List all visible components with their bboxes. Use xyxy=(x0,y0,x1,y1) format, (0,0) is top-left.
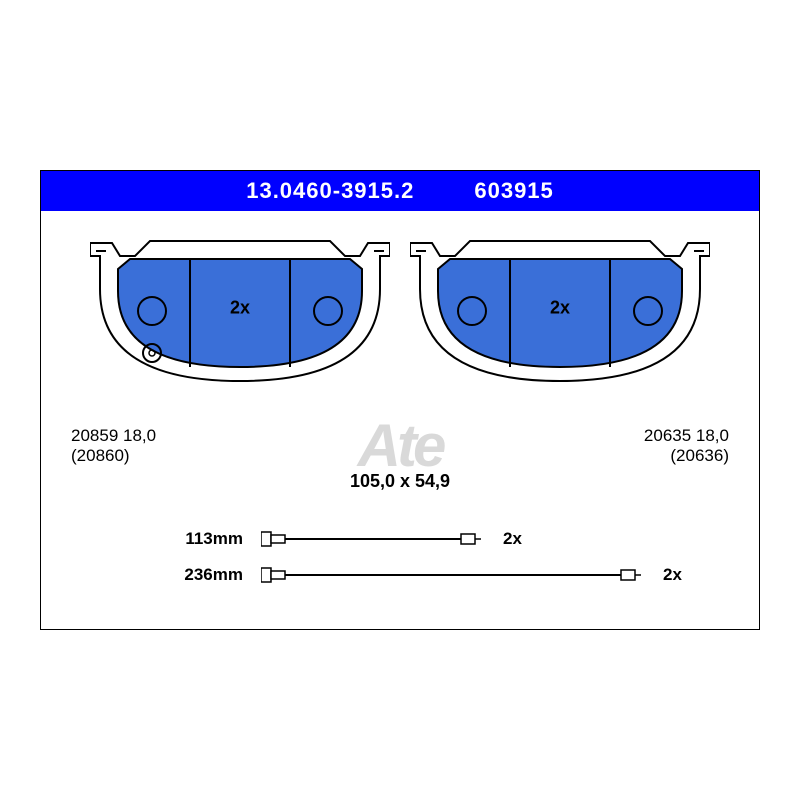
wear-sensor-wires: 113mm 2x 236mm xyxy=(41,521,759,593)
pad-left-code: 20859 18,0 xyxy=(71,426,156,446)
header-bar: 13.0460-3915.2 603915 xyxy=(41,171,759,211)
diagram-frame: 13.0460-3915.2 603915 xyxy=(40,170,760,630)
brake-pad-left: 2x xyxy=(90,231,390,391)
wire-graphic-1 xyxy=(261,565,641,585)
pad-left-qty: 2x xyxy=(230,297,250,318)
header-code: 603915 xyxy=(474,178,553,204)
wire-qty-0: 2x xyxy=(481,529,522,549)
wire-graphic-0 xyxy=(261,529,481,549)
wire-length-0: 113mm xyxy=(41,529,261,549)
pad-right-label: 20635 18,0 (20636) xyxy=(644,426,729,467)
pad-right-code: 20635 18,0 xyxy=(644,426,729,446)
brand-watermark: Ate xyxy=(358,411,443,480)
diagram-content: 2x 2x Ate 20859 18,0 (20860) xyxy=(41,231,759,649)
brake-pads-row: 2x 2x xyxy=(41,231,759,391)
wire-length-1: 236mm xyxy=(41,565,261,585)
pad-left-label: 20859 18,0 (20860) xyxy=(71,426,156,467)
brake-pad-right: 2x xyxy=(410,231,710,391)
pad-dimensions: 105,0 x 54,9 xyxy=(350,471,450,492)
pad-right-alt: (20636) xyxy=(644,446,729,466)
pad-right-qty: 2x xyxy=(550,297,570,318)
wire-row-1: 236mm 2x xyxy=(41,557,759,593)
wire-row-0: 113mm 2x xyxy=(41,521,759,557)
wire-qty-1: 2x xyxy=(641,565,682,585)
part-number: 13.0460-3915.2 xyxy=(246,178,414,204)
pad-left-alt: (20860) xyxy=(71,446,156,466)
